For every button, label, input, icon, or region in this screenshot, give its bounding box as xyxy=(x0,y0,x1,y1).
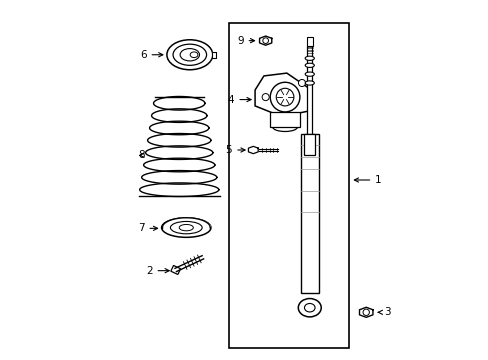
Ellipse shape xyxy=(304,303,314,312)
Text: 8: 8 xyxy=(138,150,144,160)
Bar xyxy=(304,134,315,155)
Ellipse shape xyxy=(170,221,202,234)
Text: 3: 3 xyxy=(377,307,390,317)
Ellipse shape xyxy=(179,224,193,231)
Text: 5: 5 xyxy=(225,145,244,155)
Text: 1: 1 xyxy=(354,175,381,185)
Polygon shape xyxy=(248,147,258,154)
Bar xyxy=(170,265,180,274)
Ellipse shape xyxy=(305,72,314,76)
Circle shape xyxy=(298,80,305,86)
Polygon shape xyxy=(359,307,372,318)
Circle shape xyxy=(263,38,268,44)
Circle shape xyxy=(362,309,368,315)
Bar xyxy=(306,46,312,143)
Bar xyxy=(306,37,312,46)
Polygon shape xyxy=(212,52,216,58)
Polygon shape xyxy=(255,73,311,117)
Text: 4: 4 xyxy=(227,95,250,104)
Circle shape xyxy=(276,88,293,106)
Ellipse shape xyxy=(161,218,210,237)
Text: 2: 2 xyxy=(145,266,169,276)
Text: 6: 6 xyxy=(140,50,163,60)
Bar xyxy=(270,112,299,127)
Text: 9: 9 xyxy=(237,36,254,46)
Text: 7: 7 xyxy=(138,223,157,233)
Ellipse shape xyxy=(305,81,314,85)
Ellipse shape xyxy=(173,44,206,66)
Circle shape xyxy=(262,94,269,101)
Ellipse shape xyxy=(305,56,314,60)
Ellipse shape xyxy=(305,63,314,67)
Circle shape xyxy=(270,82,299,112)
Ellipse shape xyxy=(190,52,198,58)
Ellipse shape xyxy=(180,49,199,61)
Polygon shape xyxy=(259,36,271,45)
Ellipse shape xyxy=(298,298,321,317)
Ellipse shape xyxy=(166,40,212,70)
Bar xyxy=(300,134,318,293)
Bar xyxy=(228,23,348,348)
